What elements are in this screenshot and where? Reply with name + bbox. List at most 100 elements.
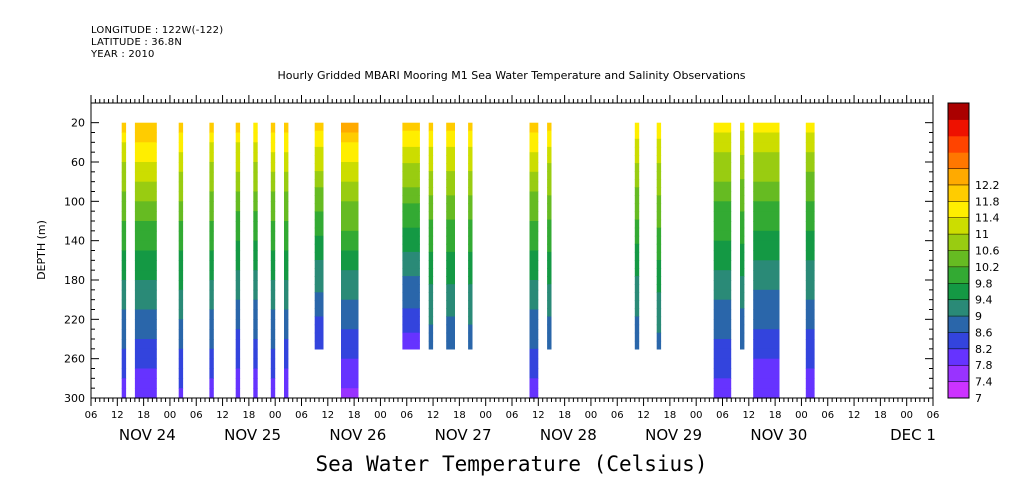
x-tick-label: 18 (664, 410, 677, 421)
time-axis: 06 12 18 00 06 12 18 00 06 12 18 00 06 12 18 00 06 12 18 00… (85, 95, 940, 444)
data-cell (428, 300, 434, 310)
data-cell (656, 122, 662, 132)
data-cell (656, 179, 662, 188)
colorbar-label: 9 (975, 310, 982, 323)
data-cell (713, 240, 732, 252)
colorbar-band (948, 348, 969, 366)
data-cell (402, 171, 420, 180)
data-cell (314, 203, 324, 213)
data-cell (446, 300, 455, 310)
data-cell (634, 130, 640, 140)
data-cell (402, 276, 420, 285)
data-cell (740, 195, 745, 205)
data-cell (270, 280, 276, 291)
data-cell (121, 309, 127, 320)
data-cell (656, 163, 662, 172)
data-cell (121, 142, 127, 153)
colorbar-band (948, 332, 969, 350)
data-cell (547, 219, 552, 229)
data-cell (284, 378, 289, 389)
data-cell (446, 235, 455, 245)
x-tick-label: 06 (927, 410, 940, 421)
data-cell (341, 378, 359, 389)
data-cell (634, 260, 640, 269)
data-cell (235, 240, 241, 252)
data-cell (178, 388, 184, 399)
data-cell (314, 268, 324, 277)
data-cell (178, 142, 184, 153)
data-cell (178, 162, 184, 173)
data-cell (341, 339, 359, 350)
data-cell (740, 268, 745, 277)
data-cell (178, 122, 184, 134)
data-cell (341, 319, 359, 330)
data-cell (468, 324, 473, 334)
data-cell (634, 211, 640, 221)
data-cell (547, 122, 552, 132)
data-cell (805, 368, 815, 379)
data-cell (634, 251, 640, 261)
data-cell (209, 348, 214, 360)
data-cell (713, 181, 732, 193)
data-cell (753, 142, 780, 153)
data-cell (341, 358, 359, 370)
colorbar-band (948, 299, 969, 317)
data-cell (446, 171, 455, 180)
data-cell (284, 289, 289, 301)
data-cell (740, 276, 745, 285)
colorbar-label: 9.4 (975, 294, 993, 307)
data-cell (547, 211, 552, 221)
data-cell (656, 292, 662, 301)
data-cell (753, 230, 780, 242)
data-cell (428, 203, 434, 213)
data-cell (468, 268, 473, 277)
data-cell (529, 348, 539, 360)
data-cell (284, 142, 289, 153)
data-cell (634, 171, 640, 180)
data-cell (428, 276, 434, 285)
data-cell (178, 221, 184, 232)
data-cell (235, 260, 241, 271)
data-cell (753, 201, 780, 212)
data-cell (314, 187, 324, 196)
data-cell (634, 179, 640, 188)
colorbar-label: 8.6 (975, 326, 993, 339)
data-cell (341, 260, 359, 271)
x-tick-label: 12 (848, 410, 861, 421)
data-cell (547, 340, 552, 350)
data-cell (284, 162, 289, 173)
data-cell (547, 130, 552, 140)
x-tick-label: 18 (243, 410, 256, 421)
data-cell (134, 299, 157, 311)
data-cell (753, 289, 780, 301)
data-cell (235, 270, 241, 281)
data-cell (446, 332, 455, 342)
data-cell (209, 378, 214, 389)
data-segment-9 (314, 122, 324, 350)
data-cell (341, 211, 359, 222)
data-cell (656, 155, 662, 164)
data-cell (402, 122, 420, 132)
x-tick-label: 06 (85, 410, 98, 421)
data-cell (468, 292, 473, 301)
data-cell (209, 152, 214, 163)
colorbar-label: 11.4 (975, 212, 1000, 225)
data-cell (656, 219, 662, 229)
data-cell (270, 250, 276, 261)
data-cell (753, 378, 780, 389)
data-cell (713, 299, 732, 311)
data-cell (402, 187, 420, 196)
data-cell (740, 243, 745, 253)
data-cell (134, 250, 157, 261)
data-cell (446, 292, 455, 301)
data-cell (428, 211, 434, 221)
data-cell (740, 155, 745, 164)
data-segment-16 (547, 122, 552, 350)
data-cell (134, 378, 157, 389)
data-segment-18 (656, 122, 662, 350)
data-cell (402, 332, 420, 342)
data-cell (805, 171, 815, 183)
data-cell (529, 388, 539, 399)
data-cell (634, 138, 640, 148)
data-segment-5 (235, 122, 241, 399)
